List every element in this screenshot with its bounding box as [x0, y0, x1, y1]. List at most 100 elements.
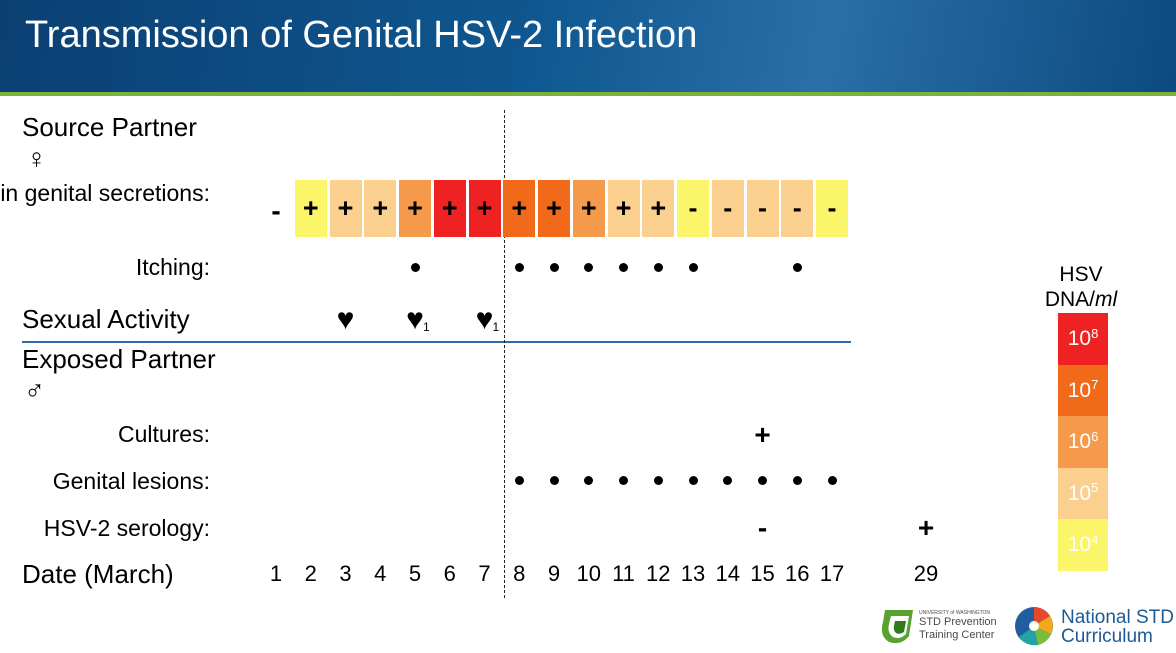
itching-dot-day-13: [688, 263, 698, 272]
virus-cell-day-17: -: [816, 180, 848, 237]
female-symbol-icon: ♀: [26, 143, 47, 174]
legend-level-exponent: 5: [1091, 480, 1099, 495]
itching-dot-day-10: [584, 263, 594, 272]
lesion-dot-day-12: [653, 476, 663, 485]
heart-subscript-day-7: 1: [492, 320, 500, 334]
virus-cell-day-16: -: [781, 180, 814, 237]
lesion-dot-day-9: [549, 476, 559, 485]
date-tick-16: 16: [785, 561, 810, 586]
exposed-partner-label: Exposed Partner: [22, 344, 216, 374]
lesions-row-label: Genital lesions:: [52, 468, 210, 494]
date-tick-4: 4: [374, 561, 387, 586]
heart-icon-day-3: ♥: [336, 303, 355, 336]
date-tick-5: 5: [408, 561, 422, 586]
itching-dot-day-8: [514, 263, 524, 272]
serology-result-day-15: -: [757, 512, 768, 543]
heart-subscript-day-5: 1: [423, 320, 430, 334]
lesion-dot-day-17: [827, 476, 837, 485]
date-tick-9: 9: [547, 561, 561, 586]
virus-cell-day-11: +: [607, 180, 640, 237]
legend-level-base: 10: [1067, 327, 1092, 350]
national-std-curriculum-logo-icon: [1014, 606, 1054, 646]
date-tick-15: 15: [750, 561, 775, 586]
virus-cell-day-15: -: [746, 180, 779, 237]
virus-cell-day-9: +: [538, 180, 570, 237]
culture-result-day-15: +: [754, 419, 771, 450]
sexual-activity-label: Sexual Activity: [22, 304, 190, 334]
prevention-line1: STD Prevention: [919, 616, 997, 628]
itching-dot-day-11: [619, 263, 628, 272]
virus-cell-day-4: +: [364, 180, 397, 237]
virus-result-day-1: -: [271, 195, 281, 226]
itching-dot-day-9: [549, 263, 559, 272]
header-accent-line: [0, 92, 1176, 96]
legend-title: HSV DNA/ml: [1038, 262, 1124, 312]
date-tick-7: 7: [478, 561, 491, 586]
legend-level-7: 10 7: [1058, 364, 1108, 417]
national-std-curriculum-logo-text: National STD Curriculum: [1061, 608, 1174, 646]
section-divider: [22, 341, 851, 343]
prevention-small-text: UNIVERSITY of WASHINGTON: [919, 610, 991, 616]
virus-cell-day-7: +: [468, 180, 501, 237]
header-banner: [0, 0, 1176, 92]
date-tick-29: 29: [913, 561, 939, 586]
itching-row-label: Itching:: [135, 254, 210, 280]
slide-title: Transmission of Genital HSV-2 Infection: [25, 14, 698, 56]
male-symbol-icon: ♂: [24, 375, 45, 406]
legend-level-base: 10: [1067, 481, 1092, 505]
curriculum-line2: Curriculum: [1061, 626, 1153, 647]
legend-level-exponent: 4: [1091, 531, 1099, 547]
lesion-dot-day-8: [514, 476, 524, 485]
date-tick-10: 10: [576, 561, 601, 586]
legend-title-line1: HSV: [1059, 263, 1103, 286]
serology-row-label: HSV-2 serology:: [43, 515, 210, 541]
legend-title-line2: DNA/ml: [1044, 288, 1118, 311]
lesion-dot-day-16: [792, 476, 802, 485]
lesion-dot-day-11: [619, 476, 628, 485]
virus-cell-day-6: +: [433, 180, 466, 237]
date-tick-6: 6: [443, 561, 456, 586]
lesion-dot-day-14: [723, 476, 733, 485]
itching-dot-day-16: [792, 263, 802, 272]
legend-level-exponent: 7: [1091, 377, 1099, 392]
date-tick-11: 11: [612, 561, 635, 586]
virus-cell-day-10: +: [572, 180, 605, 237]
lesion-dot-day-13: [688, 476, 698, 485]
legend-level-5: 10 5: [1058, 467, 1108, 520]
legend-level-exponent: 8: [1091, 325, 1099, 341]
date-tick-12: 12: [646, 561, 671, 586]
transmission-dashed-line: [504, 110, 505, 598]
legend-level-base: 10: [1067, 533, 1092, 556]
std-prevention-logo-text: UNIVERSITY of WASHINGTON STD Prevention …: [919, 610, 997, 642]
heart-icon-day-7: ♥: [475, 303, 494, 336]
virus-cell-day-12: +: [642, 180, 675, 237]
legend-level-8: 10 8: [1058, 313, 1108, 365]
lesion-dot-day-15: [758, 476, 767, 485]
legend-level-4: 10 4: [1058, 519, 1108, 571]
date-tick-1: 1: [269, 561, 283, 586]
legend-level-base: 10: [1067, 430, 1092, 453]
itching-dot-day-5: [410, 263, 420, 272]
source-partner-label: Source Partner: [22, 112, 197, 142]
serology-result-day-29: +: [917, 512, 935, 543]
virus-cell-day-2: +: [294, 180, 327, 237]
curriculum-line1: National STD: [1061, 607, 1174, 628]
date-tick-3: 3: [339, 561, 352, 586]
cultures-row-label: Cultures:: [117, 421, 210, 447]
lesion-dot-day-10: [584, 476, 594, 485]
legend-level-6: 10 6: [1058, 416, 1108, 468]
date-tick-17: 17: [819, 561, 845, 586]
date-tick-8: 8: [513, 561, 526, 586]
prevention-line2: Training Center: [919, 629, 995, 641]
date-label: Date (March): [22, 559, 174, 589]
std-prevention-logo-icon: [879, 606, 915, 646]
virus-cell-day-5: +: [399, 180, 431, 237]
legend-level-base: 10: [1067, 378, 1092, 402]
virus-cell-day-14: -: [711, 180, 744, 237]
date-tick-13: 13: [680, 561, 706, 586]
date-tick-2: 2: [304, 561, 317, 586]
virus-cell-day-13: -: [677, 180, 709, 237]
virus-row-label: Virus in genital secretions:: [0, 180, 210, 206]
heart-icon-day-5: ♥: [406, 303, 424, 336]
virus-cell-day-8: +: [503, 180, 536, 237]
